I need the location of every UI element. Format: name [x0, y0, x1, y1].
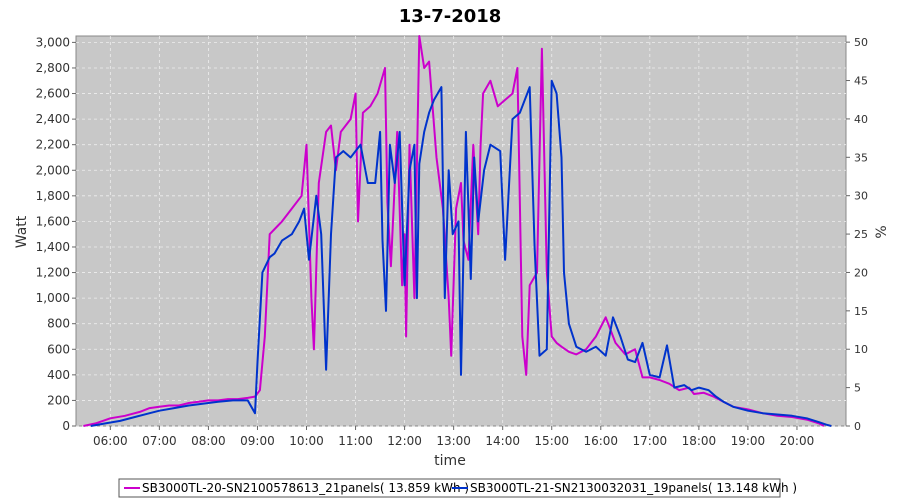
y-tick-label: 200: [47, 393, 70, 407]
series-layer: [83, 35, 832, 427]
y2-tick-label: 0: [854, 420, 861, 433]
series-line-2: [90, 79, 832, 427]
x-tick-label: 14:00: [485, 434, 520, 448]
y-tick-label: 1,400: [36, 240, 70, 254]
y-axis-title: Watt: [14, 215, 30, 248]
y-tick-label: 0: [62, 419, 70, 433]
x-axis-title: time: [434, 453, 466, 469]
y2-tick-label: 40: [854, 113, 868, 126]
x-tick-label: 13:00: [436, 434, 471, 448]
x-tick-label: 17:00: [633, 434, 668, 448]
x-tick-label: 09:00: [240, 434, 275, 448]
x-tick-label: 08:00: [191, 434, 226, 448]
y2-axis-title: %: [874, 225, 890, 238]
y-tick-label: 2,800: [36, 61, 70, 75]
y2-tick-label: 30: [854, 190, 868, 203]
x-tick-label: 20:00: [780, 434, 815, 448]
y-tick-label: 800: [47, 317, 70, 331]
x-tick-label: 11:00: [338, 434, 373, 448]
y-axis: 0 200 400 600 800 1,000 1,200 1,400 1,600 1,800 2,…: [36, 35, 76, 433]
legend: SB3000TL-20-SN2100578613_21panels( 13.85…: [118, 478, 797, 498]
y-tick-label: 1,000: [36, 291, 70, 305]
y-tick-label: 2,600: [36, 87, 70, 101]
y2-tick-label: 45: [854, 75, 868, 88]
y-tick-label: 2,200: [36, 138, 70, 152]
y2-tick-label: 10: [854, 343, 868, 356]
y2-tick-label: 15: [854, 305, 868, 318]
x-tick-label: 19:00: [731, 434, 766, 448]
y-tick-label: 2,400: [36, 112, 70, 126]
y-tick-label: 400: [47, 368, 70, 382]
legend-label-2: SB3000TL-21-SN2130032031_19panels( 13.14…: [470, 481, 797, 495]
y-tick-label: 2,000: [36, 163, 70, 177]
y-tick-label: 3,000: [36, 35, 70, 49]
x-tick-label: 07:00: [142, 434, 177, 448]
y2-tick-label: 25: [854, 228, 868, 241]
x-tick-label: 12:00: [387, 434, 422, 448]
legend-label-1: SB3000TL-20-SN2100578613_21panels( 13.85…: [142, 481, 469, 495]
y2-tick-label: 50: [854, 36, 868, 49]
y2-tick-label: 35: [854, 151, 868, 164]
y2-tick-label: 20: [854, 266, 868, 279]
x-tick-label: 18:00: [682, 434, 717, 448]
x-tick-label: 10:00: [289, 434, 324, 448]
y2-tick-label: 5: [854, 382, 861, 395]
y-tick-label: 600: [47, 342, 70, 356]
x-axis: 06:00 07:00 08:00 09:00 10:00 11:00 12:00 13:00…: [93, 426, 814, 448]
legend-box: [118, 478, 781, 498]
chart-title: 13-7-2018: [399, 6, 502, 27]
series-line-1: [83, 35, 825, 427]
x-tick-label: 06:00: [93, 434, 128, 448]
y-tick-label: 1,600: [36, 214, 70, 228]
y2-axis: 0 5 10 15 20 25 30 35 40 45 50: [846, 36, 868, 433]
x-tick-label: 15:00: [534, 434, 569, 448]
y-tick-label: 1,200: [36, 266, 70, 280]
y-tick-label: 1,800: [36, 189, 70, 203]
x-tick-label: 16:00: [583, 434, 618, 448]
